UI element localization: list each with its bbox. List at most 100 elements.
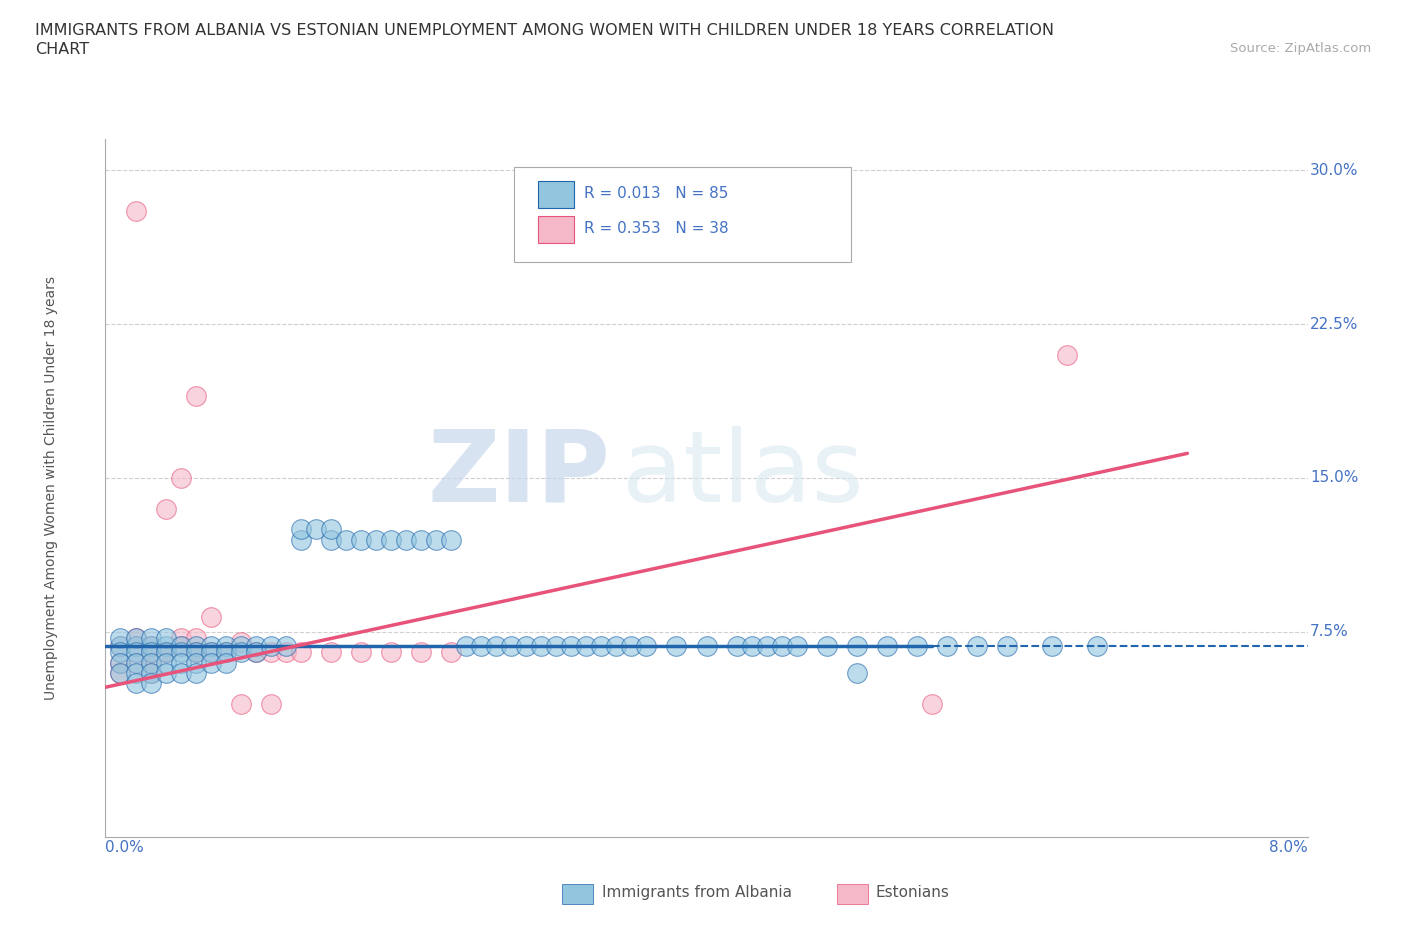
Point — [139, 644, 162, 659]
Point — [155, 644, 177, 659]
Point — [184, 644, 207, 659]
Point — [229, 644, 252, 659]
Point — [741, 639, 763, 654]
Text: Estonians: Estonians — [876, 885, 950, 900]
Point — [350, 532, 373, 547]
Point — [921, 697, 943, 711]
Text: ZIP: ZIP — [427, 426, 610, 523]
Point — [409, 644, 432, 659]
Point — [124, 656, 146, 671]
Point — [245, 644, 267, 659]
Text: Unemployment Among Women with Children Under 18 years: Unemployment Among Women with Children U… — [45, 276, 59, 700]
Point — [966, 639, 988, 654]
Point — [786, 639, 808, 654]
Point — [139, 676, 162, 691]
Point — [260, 639, 283, 654]
Point — [124, 644, 146, 659]
Point — [169, 639, 191, 654]
Point — [139, 644, 162, 659]
Point — [229, 639, 252, 654]
Point — [124, 631, 146, 645]
Point — [184, 666, 207, 681]
Point — [169, 471, 191, 485]
Point — [274, 644, 297, 659]
Point — [110, 644, 132, 659]
Point — [155, 644, 177, 659]
Point — [636, 639, 658, 654]
Point — [245, 644, 267, 659]
Text: 15.0%: 15.0% — [1310, 471, 1358, 485]
Text: 22.5%: 22.5% — [1310, 316, 1358, 332]
Point — [1040, 639, 1063, 654]
FancyBboxPatch shape — [538, 181, 574, 208]
Point — [515, 639, 537, 654]
Point — [184, 644, 207, 659]
Point — [184, 644, 207, 659]
Point — [155, 656, 177, 671]
Point — [169, 666, 191, 681]
Point — [605, 639, 627, 654]
Text: 0.0%: 0.0% — [105, 841, 145, 856]
Point — [454, 639, 477, 654]
Point — [335, 532, 357, 547]
Point — [110, 656, 132, 671]
Point — [139, 656, 162, 671]
Point — [290, 522, 312, 537]
Point — [770, 639, 793, 654]
Point — [319, 532, 342, 547]
Point — [124, 656, 146, 671]
Point — [169, 639, 191, 654]
Point — [200, 644, 222, 659]
Point — [305, 522, 328, 537]
Point — [229, 634, 252, 649]
Point — [124, 639, 146, 654]
Point — [214, 644, 236, 659]
Point — [905, 639, 928, 654]
Point — [409, 532, 432, 547]
Point — [229, 697, 252, 711]
Point — [755, 639, 778, 654]
Point — [184, 389, 207, 404]
Point — [319, 522, 342, 537]
Point — [139, 656, 162, 671]
Point — [725, 639, 748, 654]
Point — [845, 639, 868, 654]
Point — [214, 656, 236, 671]
Point — [110, 656, 132, 671]
Point — [1056, 348, 1078, 363]
Point — [274, 639, 297, 654]
Point — [440, 644, 463, 659]
Point — [139, 639, 162, 654]
Point — [530, 639, 553, 654]
Point — [845, 666, 868, 681]
Point — [485, 639, 508, 654]
Point — [290, 644, 312, 659]
Point — [184, 639, 207, 654]
Text: IMMIGRANTS FROM ALBANIA VS ESTONIAN UNEMPLOYMENT AMONG WOMEN WITH CHILDREN UNDER: IMMIGRANTS FROM ALBANIA VS ESTONIAN UNEM… — [35, 23, 1054, 38]
Point — [290, 532, 312, 547]
Point — [395, 532, 418, 547]
Point — [560, 639, 582, 654]
Point — [665, 639, 688, 654]
FancyBboxPatch shape — [538, 217, 574, 243]
Point — [169, 631, 191, 645]
Text: CHART: CHART — [35, 42, 89, 57]
Point — [470, 639, 492, 654]
Point — [124, 676, 146, 691]
Text: 7.5%: 7.5% — [1310, 624, 1348, 639]
Point — [155, 666, 177, 681]
Point — [319, 644, 342, 659]
Point — [936, 639, 959, 654]
Text: Immigrants from Albania: Immigrants from Albania — [602, 885, 792, 900]
FancyBboxPatch shape — [515, 167, 851, 261]
Point — [124, 204, 146, 219]
Point — [110, 639, 132, 654]
Point — [501, 639, 523, 654]
Point — [380, 532, 402, 547]
Point — [139, 639, 162, 654]
Point — [139, 631, 162, 645]
Text: atlas: atlas — [623, 426, 865, 523]
Point — [124, 631, 146, 645]
Text: R = 0.353   N = 38: R = 0.353 N = 38 — [583, 221, 728, 236]
Point — [124, 666, 146, 681]
